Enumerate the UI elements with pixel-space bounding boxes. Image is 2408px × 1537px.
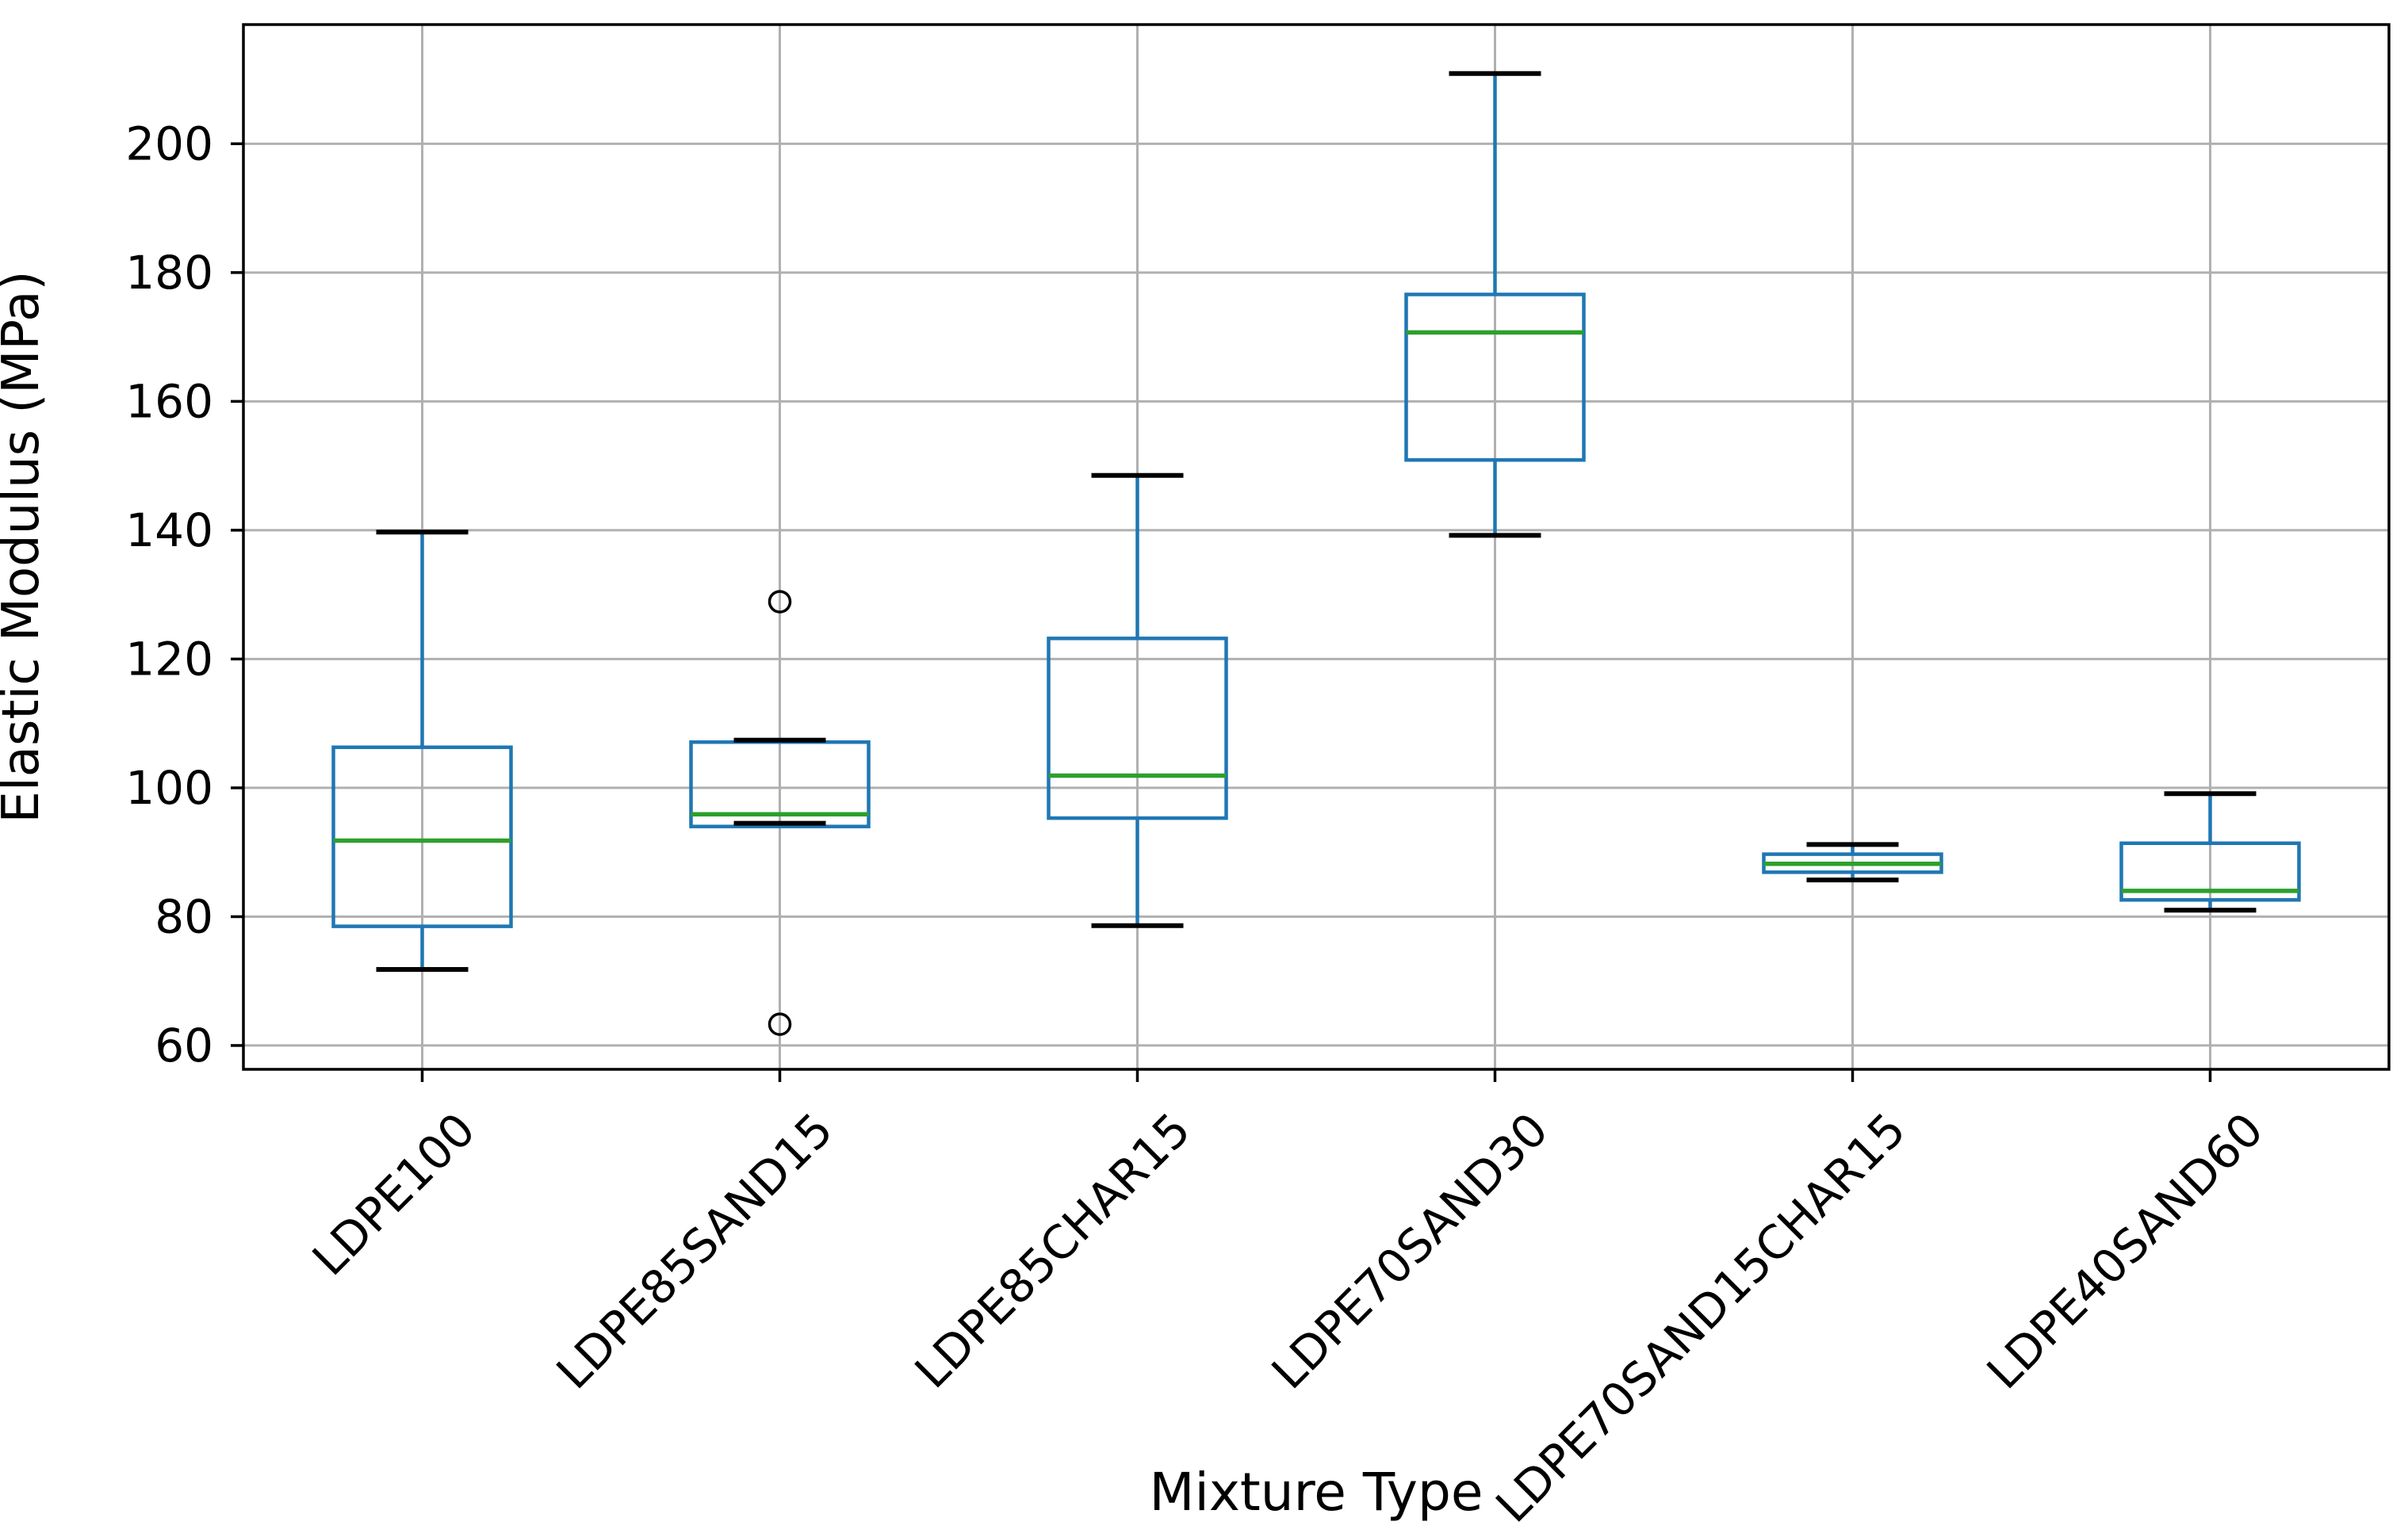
x-tick-label: LDPE85SAND15	[546, 1103, 844, 1400]
plot-frame	[242, 23, 2391, 1071]
box-group	[1047, 472, 1228, 928]
x-axis-label: Mixture Type	[1150, 1462, 1483, 1523]
box	[1404, 292, 1586, 462]
y-tick-label: 60	[155, 1019, 213, 1072]
box-group	[331, 530, 513, 973]
box-group	[689, 590, 871, 1036]
outlier-point	[768, 590, 792, 614]
y-tick-label: 120	[125, 632, 213, 686]
x-tick-label: LDPE40SAND60	[1977, 1103, 2274, 1400]
y-tick-label: 100	[125, 761, 213, 815]
box-group	[2119, 791, 2301, 913]
x-tick-label: LDPE70SAND15CHAR15	[1486, 1103, 1916, 1533]
y-tick-label: 80	[155, 889, 213, 943]
y-tick-label: 140	[125, 503, 213, 557]
axis-ticks	[231, 142, 2212, 1082]
gridlines	[243, 25, 2389, 1069]
box-series	[331, 71, 2301, 1036]
y-tick-label: 180	[125, 246, 213, 300]
box	[2119, 841, 2301, 902]
y-axis-label: Elastic Modulus (MPa)	[0, 271, 51, 824]
box	[1047, 637, 1228, 820]
x-tick-label: LDPE85CHAR15	[905, 1103, 1201, 1399]
y-tick-label: 160	[125, 374, 213, 428]
box	[331, 745, 513, 928]
box-group	[1404, 71, 1586, 538]
y-tick-labels: 60 80 100 120 140 160 180 200	[125, 117, 213, 1072]
y-tick-label: 200	[125, 117, 213, 170]
box-group	[1762, 842, 1943, 883]
x-tick-label: LDPE70SAND30	[1261, 1103, 1559, 1400]
x-tick-label: LDPE100	[302, 1103, 485, 1286]
outlier-point	[768, 1012, 792, 1036]
